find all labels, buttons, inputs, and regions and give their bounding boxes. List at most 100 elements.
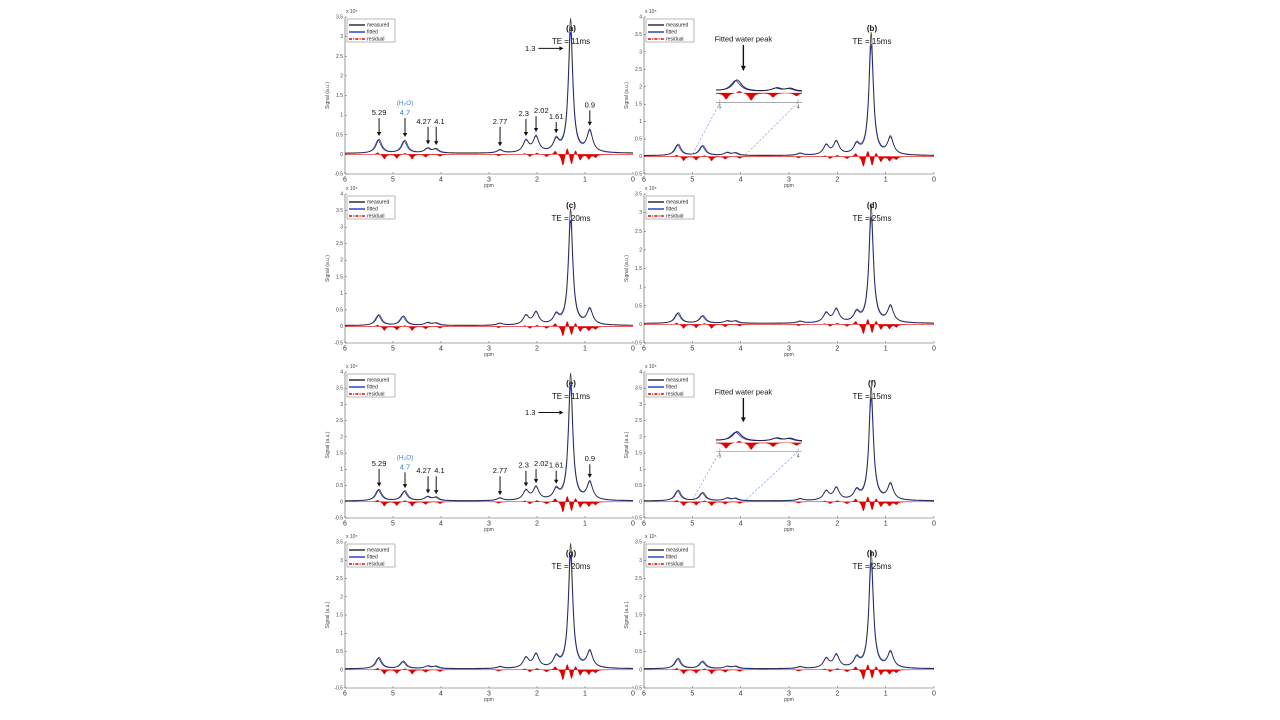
y-tick-label: 0.5 (336, 132, 343, 138)
annotation-label: 2.02 (534, 106, 549, 115)
y-axis-label: Signal (a.u.) (325, 255, 331, 282)
y-tick-label: 2.5 (336, 576, 343, 582)
panel-label: (g) (566, 549, 577, 558)
arrow-head-icon (587, 121, 592, 126)
x-tick-label: 3 (787, 177, 791, 184)
x-tick-label: 2 (835, 177, 839, 184)
y-tick-label: 1 (340, 113, 343, 119)
inset-fitted (716, 80, 802, 92)
x-tick-label: 0 (631, 346, 635, 353)
x-axis-label: ppm (484, 352, 494, 358)
legend-label: fitted (367, 385, 378, 391)
inset-title: Fitted water peak (715, 34, 773, 43)
x-tick-label: 6 (343, 691, 347, 698)
annotation-label: 1.61 (549, 461, 564, 470)
legend-label: fitted (666, 555, 677, 561)
x-tick-label: 6 (642, 521, 646, 528)
inset-tick-label: 4 (797, 453, 800, 459)
x-tick-label: 3 (487, 691, 491, 698)
arrow-head-icon (497, 491, 503, 496)
x-tick-label: 4 (439, 346, 443, 353)
arrow-head-icon (533, 479, 539, 484)
annotation-label: 2.3 (519, 109, 529, 118)
annotation-label: 4.7 (400, 108, 410, 117)
x-tick-label: 5 (690, 521, 694, 528)
annotation-label: 4.27 (416, 117, 431, 126)
x-tick-label: 6 (343, 521, 347, 528)
y-tick-label: 2.5 (635, 576, 642, 582)
arrow-head-icon (402, 484, 408, 489)
inset-title: Fitted water peak (715, 388, 773, 397)
inset-measured (716, 79, 803, 92)
te-label: TE = 25ms (853, 214, 892, 223)
y-axis-label: Signal (a.u.) (325, 601, 331, 628)
x-axis-label: ppm (784, 527, 794, 533)
y-tick-label: 2.5 (336, 418, 343, 424)
legend-label: measured (367, 378, 389, 384)
x-tick-label: 1 (583, 346, 587, 353)
panel-label: (b) (867, 24, 878, 33)
x-tick-label: 3 (787, 521, 791, 528)
x-tick-label: 4 (739, 691, 743, 698)
y-tick-label: 2 (340, 258, 343, 264)
y-tick-label: 3 (340, 225, 343, 231)
legend-label: measured (666, 200, 688, 206)
y-tick-label: 0.5 (336, 649, 343, 655)
annotation-water-label: (H₂O) (397, 100, 414, 107)
annotation-label: 5.29 (372, 108, 387, 117)
te-label: TE = 15ms (853, 392, 892, 401)
panel-c: 6 5 4 3 2 1 0-0.500.511.522.533.54x 10⁵ppmSign… (325, 186, 635, 358)
legend-label: fitted (367, 555, 378, 561)
te-label: TE = 11ms (552, 392, 590, 401)
y-tick-label: 1 (340, 631, 343, 637)
legend-label: fitted (367, 207, 378, 213)
fitted-series (345, 385, 634, 502)
annotation-label: 2.02 (534, 459, 549, 468)
x-tick-label: 4 (439, 691, 443, 698)
y-tick-label: 0 (639, 322, 642, 328)
y-tick-label: 3.5 (336, 15, 343, 21)
x-tick-label: 1 (884, 521, 888, 528)
x-tick-label: 3 (487, 177, 491, 184)
legend-label: residual (666, 214, 684, 220)
inset-residual (716, 440, 802, 450)
fitted-series (644, 397, 934, 502)
annotation-label: 4.7 (400, 462, 410, 471)
annotation-label: 1.3 (525, 408, 535, 417)
arrow-head-icon (559, 410, 564, 415)
y-tick-label: -0.5 (334, 172, 343, 178)
y-tick-label: 1.5 (635, 613, 642, 619)
annotation-label: 2.77 (493, 117, 508, 126)
y-exponent: x 10⁵ (346, 534, 358, 540)
legend-label: fitted (666, 30, 677, 36)
y-tick-label: 2 (639, 84, 642, 90)
y-tick-label: 3.5 (336, 208, 343, 214)
y-tick-label: 3 (639, 558, 642, 564)
arrow-head-icon (402, 133, 408, 138)
legend-label: measured (666, 378, 688, 384)
inset-guide-line (745, 102, 799, 156)
te-label: TE = 20ms (552, 562, 591, 571)
x-tick-label: 6 (343, 177, 347, 184)
legend-label: measured (367, 548, 389, 554)
y-tick-label: 3.5 (336, 540, 343, 546)
y-tick-label: 4 (639, 15, 642, 21)
legend-label: measured (367, 200, 389, 206)
inset-residual (716, 91, 802, 101)
y-tick-label: 0 (340, 152, 343, 158)
x-tick-label: 4 (739, 346, 743, 353)
y-tick-label: 3 (639, 49, 642, 55)
legend-label: residual (367, 214, 385, 220)
annotation-label: 4.1 (434, 117, 444, 126)
inset-guide-line (692, 451, 721, 501)
arrow-head-icon (434, 490, 439, 495)
y-tick-label: 1.5 (635, 102, 642, 108)
y-tick-label: 2 (639, 594, 642, 600)
y-tick-label: -0.5 (334, 686, 343, 692)
y-tick-label: 1 (639, 467, 642, 473)
panel-label: (c) (566, 201, 576, 210)
